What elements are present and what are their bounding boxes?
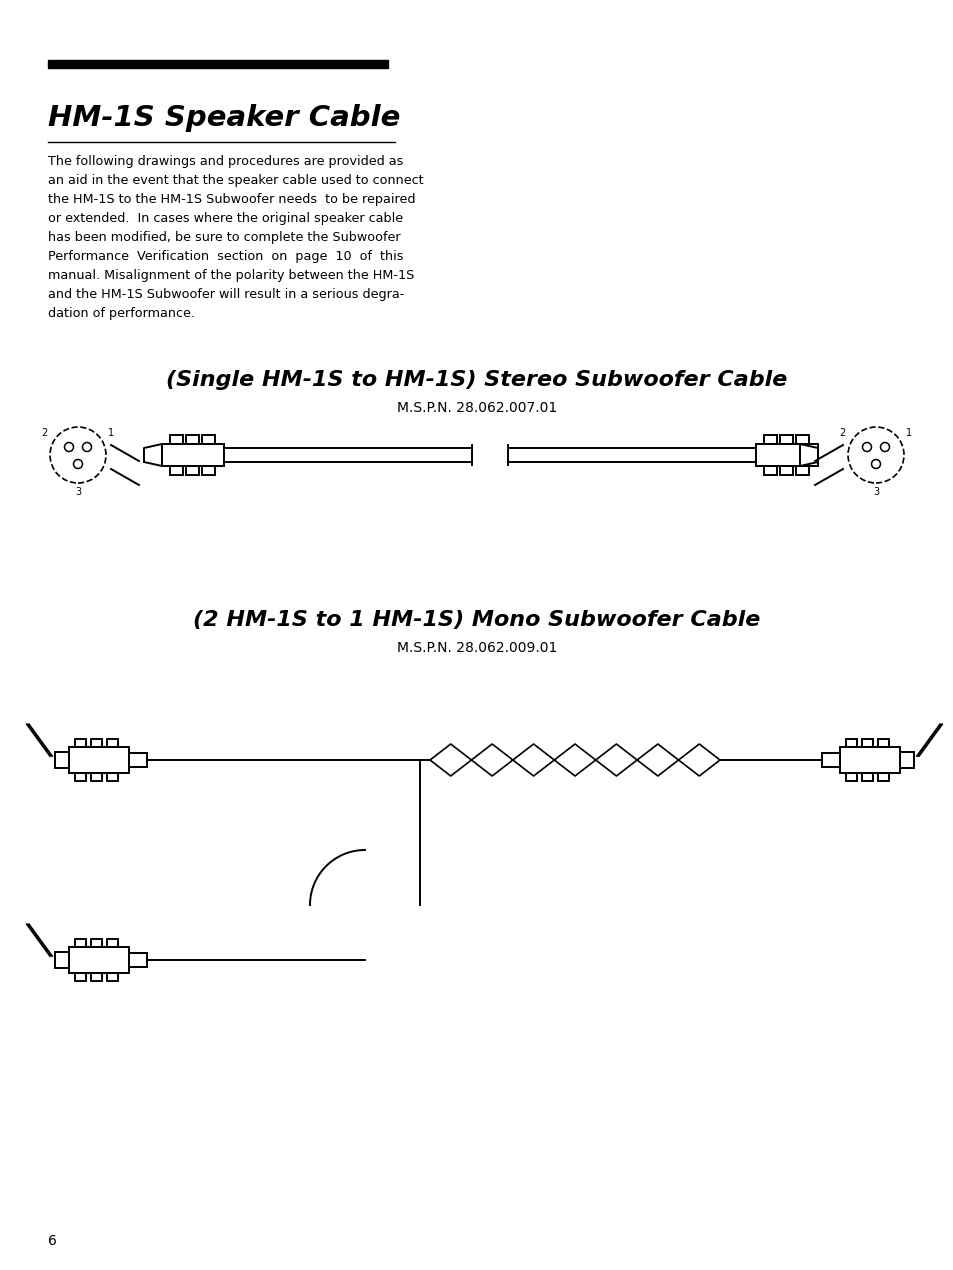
Bar xyxy=(780,436,792,444)
Bar xyxy=(55,752,69,768)
Bar xyxy=(107,973,118,980)
Bar xyxy=(763,466,776,475)
Bar xyxy=(75,973,86,980)
Bar xyxy=(170,436,183,444)
Text: 6: 6 xyxy=(48,1234,57,1248)
Bar xyxy=(186,466,199,475)
Bar xyxy=(862,739,872,747)
Bar xyxy=(129,952,147,966)
Bar xyxy=(107,739,118,747)
Text: 1: 1 xyxy=(108,428,114,438)
Bar xyxy=(845,739,856,747)
Bar xyxy=(162,444,224,466)
Bar xyxy=(795,436,808,444)
Bar xyxy=(91,773,102,781)
Text: 1: 1 xyxy=(905,428,911,438)
Bar xyxy=(186,436,199,444)
Bar xyxy=(91,739,102,747)
Bar xyxy=(170,466,183,475)
Text: HM-1S Speaker Cable: HM-1S Speaker Cable xyxy=(48,104,400,132)
Bar xyxy=(55,952,69,968)
Text: M.S.P.N. 28.062.007.01: M.S.P.N. 28.062.007.01 xyxy=(396,401,557,415)
Bar xyxy=(202,436,214,444)
Bar xyxy=(202,466,214,475)
Bar xyxy=(91,939,102,947)
Text: 2: 2 xyxy=(839,428,845,438)
Bar xyxy=(821,753,840,767)
Bar xyxy=(91,973,102,980)
Bar xyxy=(780,466,792,475)
Bar xyxy=(763,436,776,444)
Bar xyxy=(840,747,899,773)
Bar xyxy=(795,466,808,475)
Bar xyxy=(845,773,856,781)
Bar xyxy=(877,773,888,781)
Bar xyxy=(129,753,147,767)
Bar xyxy=(48,60,388,69)
Bar xyxy=(69,947,129,973)
Bar xyxy=(877,739,888,747)
Bar xyxy=(69,747,129,773)
Text: (2 HM-1S to 1 HM-1S) Mono Subwoofer Cable: (2 HM-1S to 1 HM-1S) Mono Subwoofer Cabl… xyxy=(193,610,760,630)
Text: (Single HM-1S to HM-1S) Stereo Subwoofer Cable: (Single HM-1S to HM-1S) Stereo Subwoofer… xyxy=(166,370,787,390)
Bar xyxy=(75,773,86,781)
Bar xyxy=(75,739,86,747)
Bar xyxy=(862,773,872,781)
Text: 3: 3 xyxy=(872,486,878,497)
Bar xyxy=(899,752,913,768)
Text: M.S.P.N. 28.062.009.01: M.S.P.N. 28.062.009.01 xyxy=(396,641,557,655)
Text: 2: 2 xyxy=(42,428,48,438)
Bar xyxy=(75,939,86,947)
Bar xyxy=(107,939,118,947)
Text: The following drawings and procedures are provided as
an aid in the event that t: The following drawings and procedures ar… xyxy=(48,155,423,320)
Bar xyxy=(755,444,817,466)
Text: 3: 3 xyxy=(75,486,81,497)
Bar xyxy=(107,773,118,781)
